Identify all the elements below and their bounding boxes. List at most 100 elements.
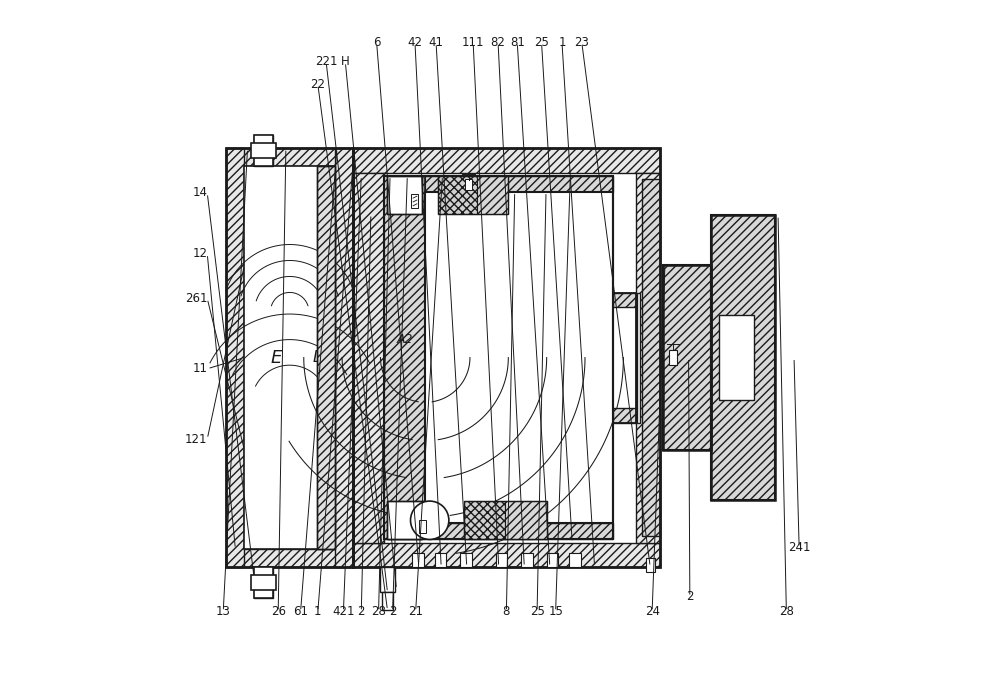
Bar — [244, 166, 335, 549]
Bar — [711, 216, 775, 500]
Text: 28: 28 — [371, 605, 386, 618]
Bar — [254, 135, 273, 166]
Text: 15: 15 — [548, 605, 563, 618]
Text: 14: 14 — [192, 186, 207, 199]
Bar — [711, 216, 775, 500]
Text: 241: 241 — [788, 541, 810, 554]
Bar — [226, 148, 353, 166]
Bar — [384, 175, 613, 192]
Text: 22: 22 — [310, 78, 325, 91]
Text: 8: 8 — [503, 605, 510, 618]
Bar — [613, 292, 636, 422]
Bar — [460, 553, 472, 567]
Bar — [569, 553, 581, 567]
Text: C: C — [501, 514, 509, 527]
Circle shape — [411, 501, 449, 539]
Bar — [613, 409, 636, 422]
Text: 24: 24 — [645, 605, 660, 618]
Bar — [387, 175, 422, 205]
Bar — [353, 543, 660, 567]
Text: 12: 12 — [192, 248, 207, 260]
Bar — [380, 567, 395, 592]
Bar — [353, 148, 660, 173]
Bar — [419, 520, 426, 533]
Bar — [387, 175, 422, 214]
Text: 261: 261 — [185, 292, 207, 305]
Bar — [387, 501, 422, 539]
Bar — [254, 567, 273, 598]
Bar — [353, 173, 384, 543]
Text: 1: 1 — [314, 605, 322, 618]
Bar — [251, 143, 276, 158]
Bar — [663, 265, 711, 449]
Text: 28: 28 — [779, 605, 794, 618]
Text: 11: 11 — [192, 362, 207, 375]
Bar — [384, 175, 425, 539]
Bar — [438, 175, 477, 214]
Text: B: B — [397, 506, 405, 519]
Bar — [547, 553, 558, 567]
Text: 2: 2 — [358, 605, 365, 618]
Text: 25: 25 — [530, 605, 545, 618]
Bar — [412, 553, 424, 567]
Text: A2: A2 — [396, 333, 413, 346]
Bar — [317, 166, 335, 549]
Text: 26: 26 — [271, 605, 286, 618]
Text: 13: 13 — [216, 605, 231, 618]
Bar — [642, 179, 660, 537]
Bar — [384, 175, 425, 539]
Bar — [464, 501, 547, 539]
Bar — [425, 192, 613, 524]
Bar — [384, 524, 613, 539]
Bar — [663, 265, 711, 449]
Text: 21: 21 — [408, 605, 423, 618]
Bar — [646, 558, 655, 572]
Bar — [411, 194, 418, 207]
Bar — [496, 553, 507, 567]
Text: A1: A1 — [489, 341, 511, 359]
Bar — [387, 175, 422, 214]
Text: E: E — [270, 349, 282, 367]
Text: 6: 6 — [373, 36, 380, 49]
Bar — [226, 148, 353, 567]
Text: 23: 23 — [574, 36, 589, 49]
Text: 41: 41 — [429, 36, 444, 49]
Bar — [521, 553, 533, 567]
Bar — [353, 148, 660, 567]
Text: 221: 221 — [315, 56, 337, 69]
Bar — [251, 575, 276, 590]
Bar — [387, 501, 422, 539]
Text: H: H — [341, 56, 350, 69]
Bar — [465, 179, 472, 190]
Bar — [613, 292, 636, 307]
Bar — [254, 135, 273, 166]
Bar — [254, 567, 273, 598]
Bar — [464, 501, 505, 539]
Bar — [335, 148, 353, 567]
Text: 61: 61 — [293, 605, 308, 618]
Bar — [719, 315, 754, 401]
Text: 2: 2 — [686, 590, 694, 603]
Bar — [382, 592, 393, 611]
Text: 121: 121 — [185, 432, 207, 445]
Bar — [317, 166, 335, 549]
Text: D: D — [313, 350, 325, 365]
Bar — [384, 175, 613, 539]
Bar — [477, 175, 508, 214]
Bar — [435, 553, 446, 567]
Bar — [637, 292, 640, 422]
Bar — [505, 501, 547, 539]
Bar — [669, 350, 677, 365]
Text: 421: 421 — [332, 605, 355, 618]
Text: C: C — [482, 206, 490, 219]
Bar — [387, 511, 422, 539]
Bar — [226, 148, 244, 567]
Text: 81: 81 — [510, 36, 525, 49]
Text: 1: 1 — [558, 36, 566, 49]
Text: 42: 42 — [407, 36, 422, 49]
Text: 82: 82 — [491, 36, 506, 49]
Text: 25: 25 — [534, 36, 549, 49]
Text: 2: 2 — [389, 605, 396, 618]
Bar — [438, 175, 508, 214]
Text: B: B — [397, 199, 405, 211]
